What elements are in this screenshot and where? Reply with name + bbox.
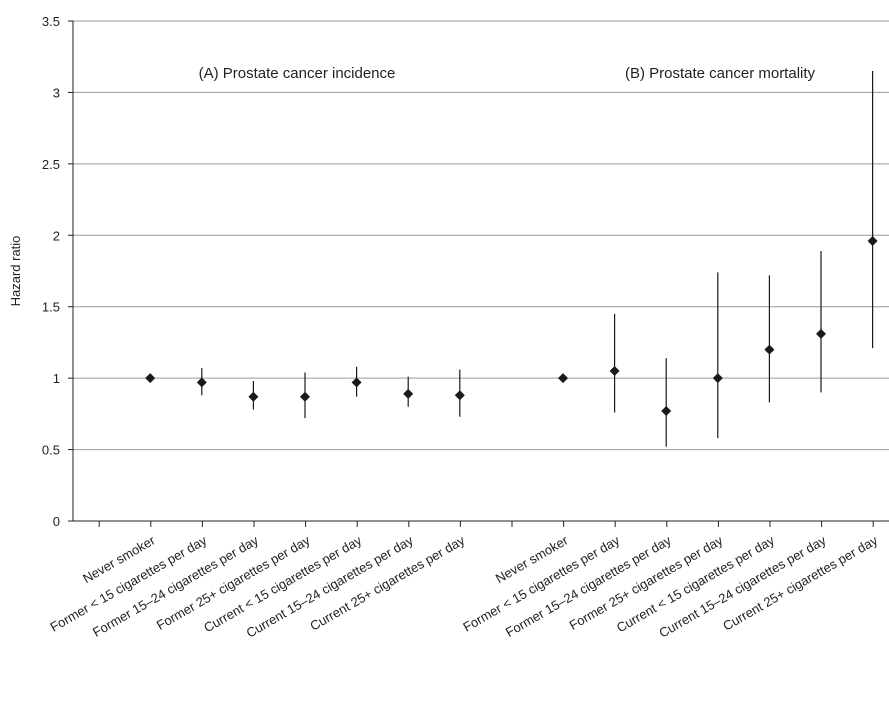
hr-marker <box>300 391 310 402</box>
hr-marker <box>145 373 156 384</box>
hr-marker <box>661 406 672 416</box>
hr-marker <box>403 388 414 399</box>
gridlines <box>73 20 889 451</box>
axes <box>72 21 889 522</box>
point-markers <box>145 236 878 416</box>
x-ticks <box>98 521 874 527</box>
y-tick-label: 0.5 <box>42 443 60 458</box>
confidence-intervals <box>201 71 874 447</box>
panel-titles: (A) Prostate cancer incidence (B) Prostat… <box>199 65 816 82</box>
y-tick-label: 1.5 <box>42 300 60 315</box>
hr-marker <box>454 390 465 401</box>
y-tick-label: 3 <box>53 85 60 100</box>
y-tick-label: 0 <box>53 514 60 529</box>
panel-title: (B) Prostate cancer mortality <box>625 65 816 82</box>
hr-marker <box>558 373 568 384</box>
hr-marker <box>764 344 775 355</box>
y-tick-label: 2 <box>53 228 60 243</box>
y-tick-label: 1 <box>53 371 60 386</box>
hr-marker <box>196 377 207 388</box>
hr-marker <box>248 391 259 402</box>
panel-title: (A) Prostate cancer incidence <box>199 65 396 82</box>
y-tick-label: 3.5 <box>42 14 60 29</box>
y-axis-title: Hazard ratio <box>8 236 23 307</box>
hr-marker <box>351 377 362 388</box>
y-tick-label: 2.5 <box>42 157 60 172</box>
hr-marker <box>867 236 878 246</box>
hr-marker <box>609 366 620 376</box>
hr-marker <box>712 373 723 384</box>
hr-marker <box>816 328 826 339</box>
y-tick-labels: 0 0.5 1 1.5 2 2.5 3 3.5 <box>42 14 73 529</box>
